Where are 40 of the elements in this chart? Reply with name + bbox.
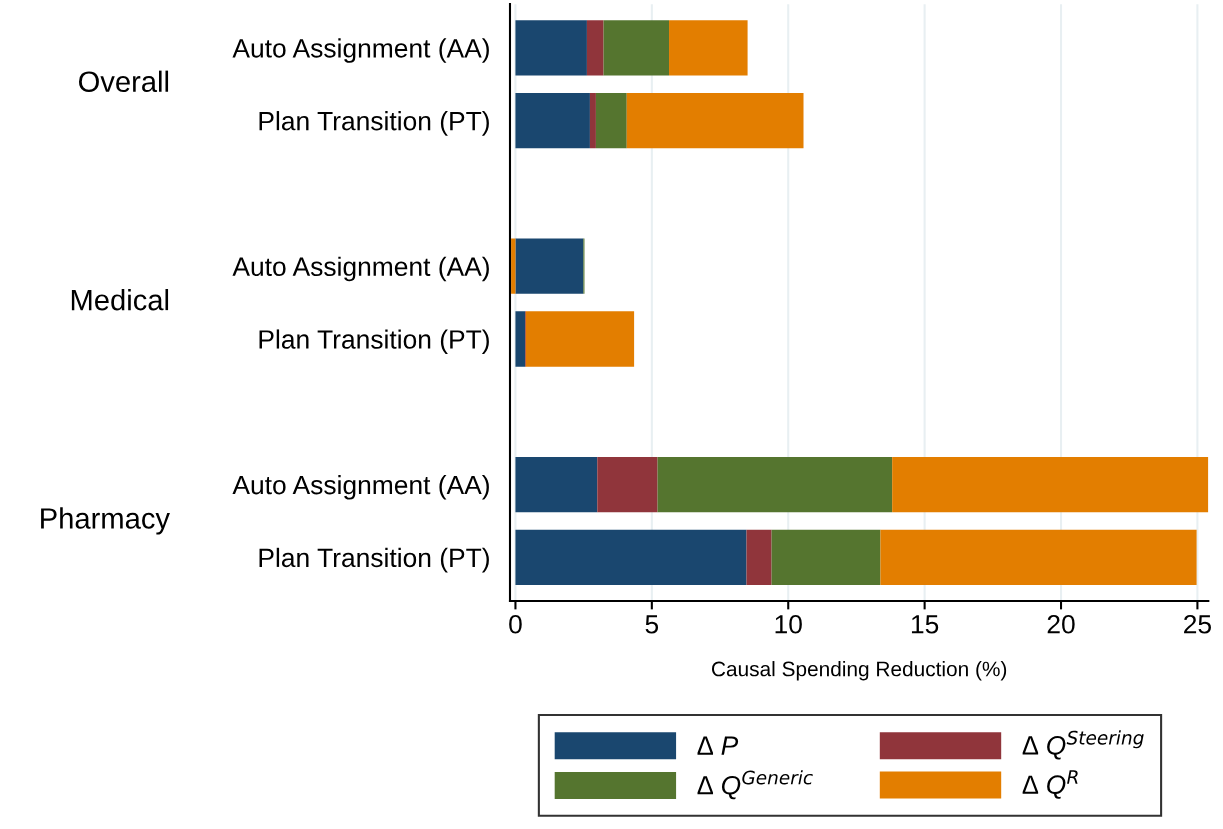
bar — [771, 529, 881, 586]
bar — [746, 529, 772, 586]
bar — [626, 92, 804, 149]
text: Pharmacy — [41, 507, 170, 535]
y-tick-label: Auto Assignment (AA) — [232, 38, 489, 63]
y-tick-label: Plan Transition (PT) — [259, 329, 489, 355]
bar — [597, 456, 658, 513]
bar — [880, 529, 1197, 586]
bar — [586, 20, 604, 76]
y-tick-label: Auto Assignment (AA) — [232, 256, 489, 282]
bar — [589, 92, 596, 149]
x-tick-label: 0 — [509, 614, 522, 634]
x-tick-label: 20 — [1047, 614, 1075, 634]
text: Medical — [71, 288, 169, 311]
bar — [511, 238, 516, 294]
x-tick-label: 5 — [645, 615, 659, 634]
bar — [515, 20, 587, 76]
bar — [515, 456, 598, 513]
legend-label: ∆ Q$^{Generic}$ — [697, 770, 813, 800]
bar — [603, 20, 670, 76]
y-tick-label: Plan Transition (PT) — [259, 111, 489, 136]
x-axis-title: Causal Spending Reduction (%) — [711, 661, 1007, 681]
x-tick-label: 15 — [911, 615, 939, 634]
bar — [515, 311, 525, 367]
bar — [515, 238, 584, 294]
y-tick-label: Auto Assignment (AA) — [232, 475, 489, 500]
bar — [657, 456, 893, 513]
x-tick-label: 25 — [1184, 614, 1211, 634]
x-tick-label: 10 — [775, 614, 802, 634]
bar — [525, 311, 635, 367]
legend-label: ∆ Q$^{R}$ — [1022, 770, 1078, 799]
y-tick-label: Plan Transition (PT) — [259, 547, 489, 573]
legend-label: ∆ Q$^{Steering}$ — [1022, 730, 1144, 760]
text: Overall — [79, 70, 169, 93]
bar — [595, 92, 627, 149]
bar — [515, 529, 747, 586]
bar — [892, 456, 1209, 513]
bar — [669, 20, 748, 76]
bar — [515, 92, 590, 149]
legend-label: ∆ P — [697, 736, 739, 755]
